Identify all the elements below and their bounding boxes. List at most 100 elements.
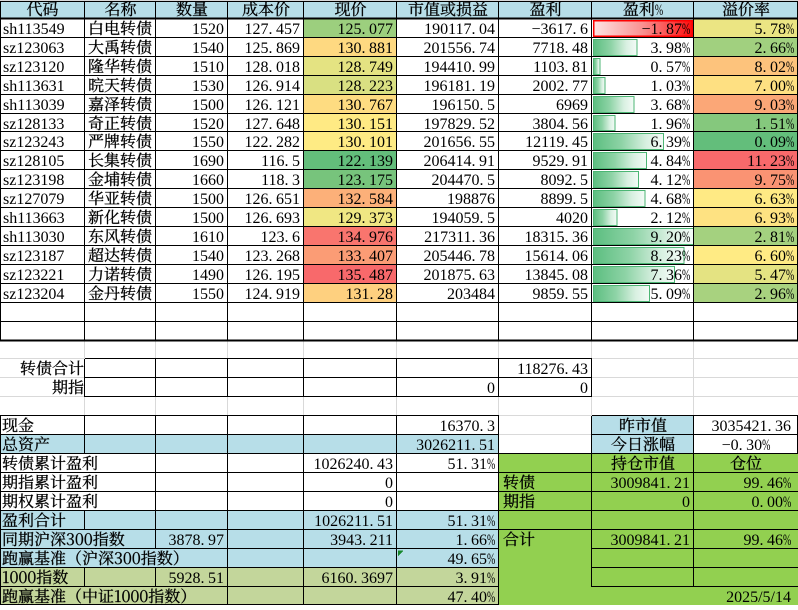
svg-text:3009841.21: 3009841. 21 (611, 532, 691, 549)
svg-text:1.96: 1. 96 (651, 116, 683, 133)
svg-text:1.51: 1. 51 (755, 116, 787, 133)
svg-text:%: % (682, 285, 690, 303)
svg-text:%: % (786, 171, 794, 189)
svg-text:8.23: 8. 23 (651, 248, 683, 265)
svg-text:4.84: 4. 84 (651, 153, 683, 170)
svg-text:201875.63: 201875. 63 (424, 267, 496, 284)
svg-text:%: % (682, 247, 690, 265)
svg-text:2025/5/14: 2025/5/14 (726, 589, 791, 605)
svg-text:%: % (682, 152, 690, 170)
svg-text:3804.56: 3804. 56 (533, 116, 589, 133)
svg-text:126.914: 126. 914 (245, 78, 301, 95)
svg-text:133.407: 133. 407 (338, 248, 394, 265)
svg-text:2.81: 2. 81 (755, 229, 787, 246)
svg-text:sz123120: sz123120 (3, 59, 64, 76)
svg-text:3.91: 3. 91 (456, 570, 488, 587)
svg-text:1540: 1540 (192, 40, 224, 57)
svg-text:126.693: 126. 693 (245, 210, 301, 227)
svg-text:7718.48: 7718. 48 (533, 40, 589, 57)
svg-text:204470.5: 204470. 5 (432, 172, 496, 189)
svg-text:1.03: 1. 03 (651, 78, 683, 95)
svg-text:1500: 1500 (192, 210, 224, 227)
svg-text:124.919: 124. 919 (245, 286, 301, 303)
svg-text:3009841.21: 3009841. 21 (611, 475, 691, 492)
svg-text:118276.43: 118276. 43 (517, 361, 588, 378)
svg-text:%: % (487, 512, 495, 530)
svg-text:135.487: 135. 487 (338, 267, 394, 284)
svg-text:sz123204: sz123204 (3, 286, 64, 303)
svg-text:%: % (682, 133, 690, 151)
svg-text:%: % (786, 228, 794, 246)
svg-text:%: % (762, 436, 770, 454)
svg-text:0: 0 (682, 494, 690, 511)
svg-text:9.03: 9. 03 (755, 97, 787, 114)
svg-text:%: % (682, 266, 690, 284)
svg-text:sh113549: sh113549 (3, 21, 65, 38)
svg-text:1.66: 1. 66 (456, 532, 488, 549)
svg-text:1500: 1500 (192, 97, 224, 114)
svg-text:123.268: 123. 268 (245, 248, 301, 265)
svg-text:5.47: 5. 47 (755, 267, 787, 284)
svg-text:%: % (786, 96, 794, 114)
svg-text:5928.51: 5928. 51 (169, 570, 225, 587)
svg-text:196181.19: 196181. 19 (424, 78, 496, 95)
svg-text:−1.87: −1. 87 (641, 21, 682, 38)
svg-text:%: % (682, 77, 690, 95)
svg-text:%: % (487, 550, 495, 568)
svg-text:0: 0 (385, 475, 393, 492)
svg-text:sh113039: sh113039 (3, 97, 65, 114)
svg-text:6969: 6969 (556, 97, 588, 114)
svg-text:%: % (786, 39, 794, 57)
svg-text:1510: 1510 (192, 59, 224, 76)
svg-text:1103.81: 1103. 81 (533, 59, 588, 76)
svg-text:−0.30: −0. 30 (722, 437, 763, 454)
svg-text:126.121: 126. 121 (245, 97, 301, 114)
svg-text:0.09: 0. 09 (755, 134, 787, 151)
svg-text:1520: 1520 (192, 116, 224, 133)
svg-text:5.09: 5. 09 (651, 286, 683, 303)
svg-text:4.68: 4. 68 (651, 191, 683, 208)
svg-text:1610: 1610 (192, 229, 224, 246)
svg-text:%: % (783, 474, 791, 492)
svg-text:118.3: 118. 3 (261, 172, 300, 189)
svg-text:8092.5: 8092. 5 (541, 172, 589, 189)
svg-text:18315.36: 18315. 36 (525, 229, 589, 246)
svg-text:127.457: 127. 457 (245, 21, 301, 38)
svg-text:201656.55: 201656. 55 (424, 134, 496, 151)
svg-text:206414.91: 206414. 91 (424, 153, 496, 170)
svg-text:%: % (655, 1, 663, 19)
svg-text:6.39: 6. 39 (651, 134, 683, 151)
svg-text:2002.77: 2002. 77 (533, 78, 589, 95)
svg-text:%: % (487, 455, 495, 473)
svg-text:sz128133: sz128133 (3, 116, 64, 133)
svg-text:8899.5: 8899. 5 (541, 191, 589, 208)
svg-text:0: 0 (385, 494, 393, 511)
svg-text:194059.5: 194059. 5 (432, 210, 496, 227)
svg-text:13845.08: 13845. 08 (525, 267, 589, 284)
svg-text:194410.99: 194410. 99 (424, 59, 496, 76)
svg-text:sz123198: sz123198 (3, 172, 64, 189)
svg-text:2.96: 2. 96 (755, 286, 787, 303)
svg-text:9529.91: 9529. 91 (533, 153, 589, 170)
svg-text:197829.52: 197829. 52 (424, 116, 496, 133)
svg-text:%: % (786, 77, 794, 95)
svg-text:129.373: 129. 373 (338, 210, 394, 227)
svg-text:0.00: 0. 00 (752, 494, 784, 511)
svg-text:6.60: 6. 60 (755, 248, 787, 265)
svg-text:%: % (786, 133, 794, 151)
svg-text:2.12: 2. 12 (651, 210, 683, 227)
svg-text:%: % (786, 190, 794, 208)
svg-text:1660: 1660 (192, 172, 224, 189)
svg-text:%: % (682, 20, 690, 38)
svg-text:5.78: 5. 78 (755, 21, 787, 38)
svg-text:3035421.36: 3035421. 36 (712, 418, 792, 435)
svg-text:sz123243: sz123243 (3, 134, 64, 151)
svg-text:196150.5: 196150. 5 (432, 97, 496, 114)
svg-text:9859.55: 9859. 55 (533, 286, 589, 303)
svg-text:51.31: 51. 31 (448, 456, 488, 473)
svg-text:1530: 1530 (192, 78, 224, 95)
svg-text:6.63: 6. 63 (755, 191, 787, 208)
svg-text:1520: 1520 (192, 21, 224, 38)
svg-text:128.223: 128. 223 (338, 78, 394, 95)
svg-text:sz123063: sz123063 (3, 40, 64, 57)
